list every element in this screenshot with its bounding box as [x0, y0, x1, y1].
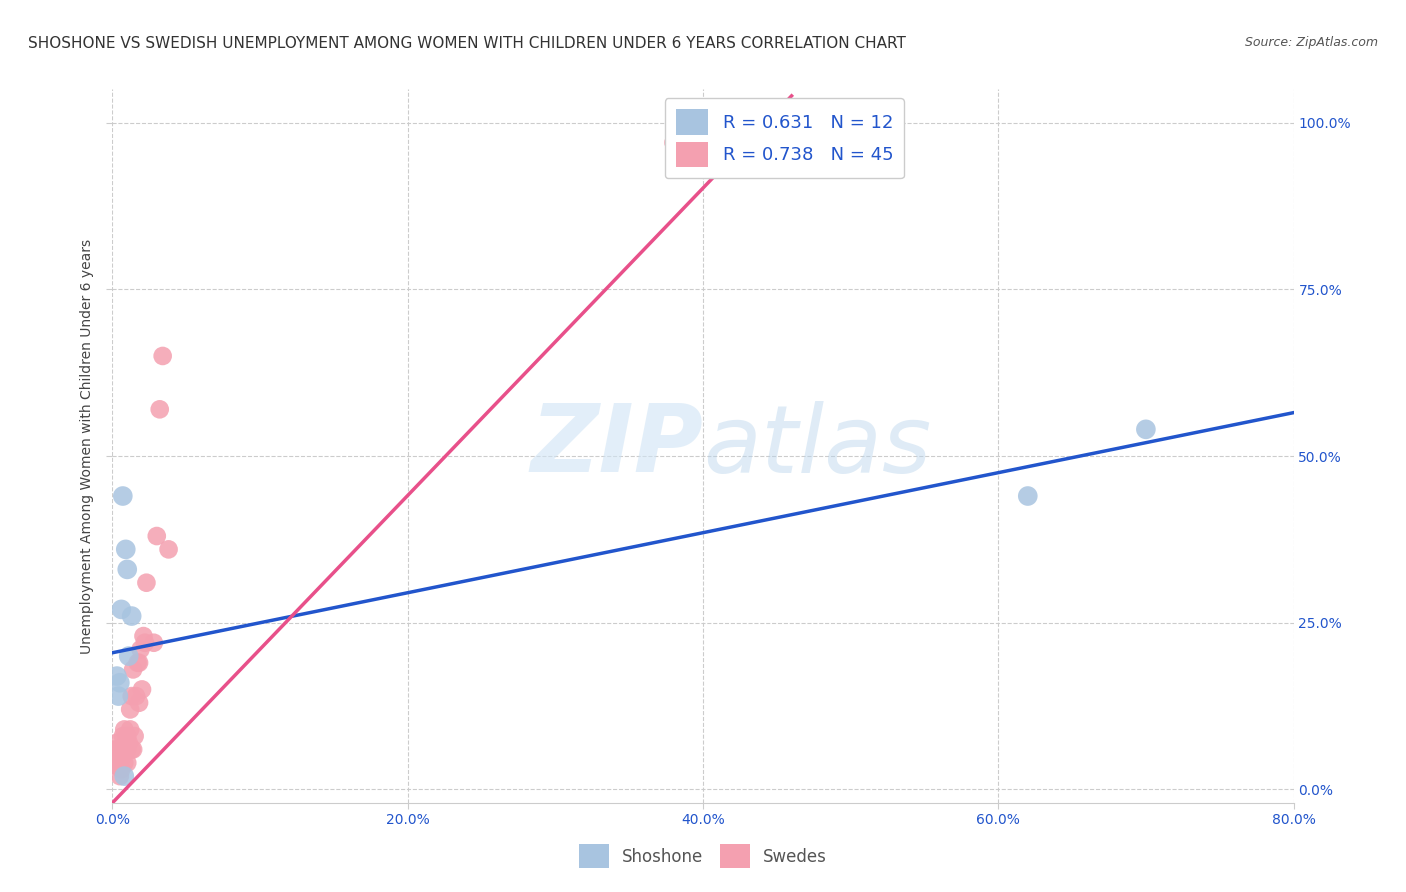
Point — [110, 742, 132, 756]
Point — [110, 602, 132, 616]
Point — [117, 729, 138, 743]
Point — [127, 656, 149, 670]
Point — [135, 575, 157, 590]
Point — [157, 542, 180, 557]
Point — [108, 769, 131, 783]
Point — [120, 702, 142, 716]
Point — [107, 759, 129, 773]
Point — [105, 756, 128, 770]
Point — [104, 749, 127, 764]
Point — [118, 649, 141, 664]
Point — [105, 736, 128, 750]
Point — [129, 642, 152, 657]
Point — [103, 756, 125, 770]
Point — [107, 742, 129, 756]
Text: SHOSHONE VS SWEDISH UNEMPLOYMENT AMONG WOMEN WITH CHILDREN UNDER 6 YEARS CORRELA: SHOSHONE VS SWEDISH UNEMPLOYMENT AMONG W… — [28, 36, 905, 51]
Point — [121, 609, 143, 624]
Point — [104, 756, 127, 770]
Point — [1017, 489, 1039, 503]
Point — [122, 662, 145, 676]
Point — [107, 689, 129, 703]
Point — [121, 689, 143, 703]
Point — [120, 723, 142, 737]
Point — [1135, 422, 1157, 436]
Point — [103, 749, 125, 764]
Legend: Shoshone, Swedes: Shoshone, Swedes — [572, 838, 834, 875]
Point — [662, 136, 685, 150]
Point — [112, 756, 135, 770]
Point — [121, 742, 143, 756]
Point — [134, 636, 156, 650]
Point — [111, 749, 134, 764]
Point — [125, 689, 148, 703]
Point — [146, 529, 169, 543]
Point — [118, 736, 141, 750]
Text: atlas: atlas — [703, 401, 931, 491]
Point — [149, 402, 172, 417]
Point — [105, 669, 128, 683]
Text: ZIP: ZIP — [530, 400, 703, 492]
Point — [678, 136, 700, 150]
Point — [112, 769, 135, 783]
Point — [105, 749, 128, 764]
Y-axis label: Unemployment Among Women with Children Under 6 years: Unemployment Among Women with Children U… — [80, 238, 94, 654]
Point — [110, 763, 132, 777]
Point — [114, 542, 136, 557]
Point — [108, 675, 131, 690]
Legend: R = 0.631   N = 12, R = 0.738   N = 45: R = 0.631 N = 12, R = 0.738 N = 45 — [665, 98, 904, 178]
Point — [132, 629, 155, 643]
Point — [122, 742, 145, 756]
Point — [112, 723, 135, 737]
Point — [117, 756, 138, 770]
Point — [117, 562, 138, 576]
Point — [108, 756, 131, 770]
Point — [131, 682, 153, 697]
Point — [111, 489, 134, 503]
Point — [124, 729, 146, 743]
Point — [128, 656, 150, 670]
Point — [108, 749, 131, 764]
Point — [117, 742, 138, 756]
Point — [111, 729, 134, 743]
Text: Source: ZipAtlas.com: Source: ZipAtlas.com — [1244, 36, 1378, 49]
Point — [142, 636, 165, 650]
Point — [128, 696, 150, 710]
Point — [114, 736, 136, 750]
Point — [152, 349, 174, 363]
Point — [104, 742, 127, 756]
